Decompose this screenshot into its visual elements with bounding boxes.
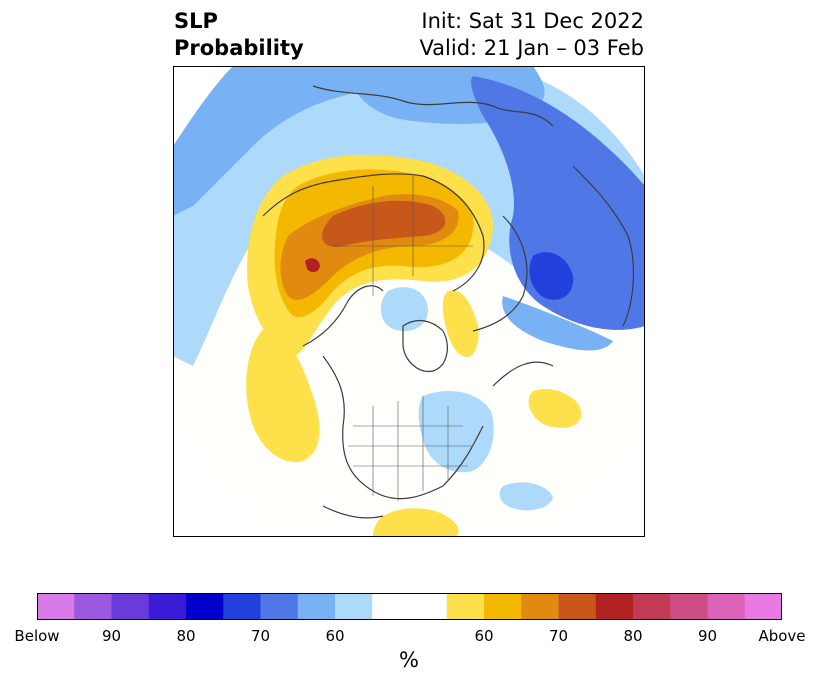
eastern-europe-low	[471, 76, 645, 330]
colorbar-tick-label: 90	[697, 627, 718, 645]
siberia-high-75	[322, 200, 446, 247]
siberia-high-80	[305, 258, 320, 273]
caribbean-above	[373, 508, 459, 537]
eastern-europe-low-edge	[502, 296, 613, 351]
colorbar-tick-label: 70	[250, 627, 271, 645]
atlantic-below-patch	[499, 482, 553, 511]
east-na-below	[418, 391, 494, 473]
colorbar-tick-label: Above	[758, 627, 806, 645]
colorbar-swatch	[744, 593, 782, 620]
colorbar-tick-label: 80	[623, 627, 643, 645]
colorbar-swatch	[595, 593, 634, 620]
init-date: Init: Sat 31 Dec 2022	[421, 9, 644, 33]
colorbar-swatch	[372, 593, 410, 620]
colorbar-swatch	[74, 593, 112, 620]
colorbar-swatch	[260, 593, 299, 620]
colorbar-swatch	[37, 593, 75, 620]
title-variable-line2: Probability	[174, 36, 304, 60]
colorbar-tick-label: 70	[548, 627, 569, 645]
north-atlantic-above	[528, 388, 582, 428]
probability-map	[173, 66, 645, 537]
colorbar-tick-label: 60	[325, 627, 345, 645]
title-variable-line1: SLP	[174, 9, 218, 33]
colorbar-tick-label: Below	[14, 627, 60, 645]
colorbar-swatch	[558, 593, 597, 620]
colorbar-swatch	[223, 593, 261, 620]
colorbar-swatch	[148, 593, 187, 620]
chart-title: SLP Probability	[174, 8, 304, 62]
north-pacific-above	[246, 326, 320, 462]
arctic-below-70	[173, 66, 433, 216]
colorbar-swatch	[484, 593, 522, 620]
greenland-above	[442, 290, 479, 357]
valid-range: Valid: 21 Jan – 03 Feb	[419, 36, 644, 60]
pole-below-patch	[380, 287, 428, 332]
colorbar-unit-label: %	[399, 648, 419, 672]
colorbar-swatch	[186, 593, 224, 620]
colorbar-swatch	[111, 593, 150, 620]
colorbar-tick-label: 80	[176, 627, 196, 645]
state-borders	[333, 176, 473, 501]
chart-dates: Init: Sat 31 Dec 2022 Valid: 21 Jan – 03…	[419, 8, 644, 62]
colorbar-swatch	[707, 593, 746, 620]
colorbar-swatch	[670, 593, 708, 620]
colorbar-swatch	[446, 593, 485, 620]
colorbar-frame	[37, 593, 782, 620]
eastern-europe-low-core	[529, 252, 574, 300]
colorbar-tick-label: 90	[101, 627, 122, 645]
colorbar-tick-label: 60	[474, 627, 494, 645]
colorbar-swatch	[297, 593, 336, 620]
colorbar-swatch	[521, 593, 559, 620]
colorbar	[37, 593, 782, 620]
colorbar-swatch	[335, 593, 373, 620]
colorbar-swatch	[633, 593, 671, 620]
colorbar-swatch	[409, 593, 448, 620]
map-frame	[173, 66, 645, 537]
